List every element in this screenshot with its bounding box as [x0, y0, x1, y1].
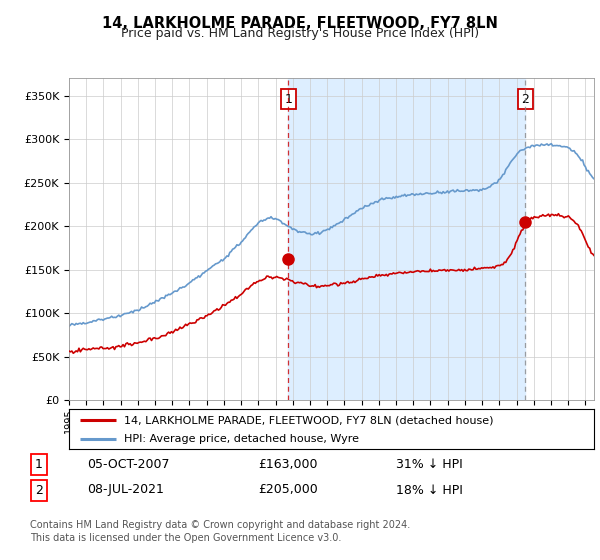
- Text: £205,000: £205,000: [258, 483, 318, 497]
- Text: 2: 2: [35, 483, 43, 497]
- Text: 08-JUL-2021: 08-JUL-2021: [87, 483, 164, 497]
- Text: Price paid vs. HM Land Registry's House Price Index (HPI): Price paid vs. HM Land Registry's House …: [121, 27, 479, 40]
- Text: 18% ↓ HPI: 18% ↓ HPI: [396, 483, 463, 497]
- Text: 1: 1: [35, 458, 43, 472]
- Text: 14, LARKHOLME PARADE, FLEETWOOD, FY7 8LN (detached house): 14, LARKHOLME PARADE, FLEETWOOD, FY7 8LN…: [124, 415, 494, 425]
- Text: 31% ↓ HPI: 31% ↓ HPI: [396, 458, 463, 472]
- Text: 05-OCT-2007: 05-OCT-2007: [87, 458, 170, 472]
- Text: 14, LARKHOLME PARADE, FLEETWOOD, FY7 8LN: 14, LARKHOLME PARADE, FLEETWOOD, FY7 8LN: [102, 16, 498, 31]
- Bar: [289, 78, 525, 400]
- Text: 2: 2: [521, 93, 529, 106]
- Text: £163,000: £163,000: [258, 458, 317, 472]
- Text: 1: 1: [284, 93, 292, 106]
- Text: HPI: Average price, detached house, Wyre: HPI: Average price, detached house, Wyre: [124, 434, 359, 444]
- Text: Contains HM Land Registry data © Crown copyright and database right 2024.: Contains HM Land Registry data © Crown c…: [30, 520, 410, 530]
- Text: This data is licensed under the Open Government Licence v3.0.: This data is licensed under the Open Gov…: [30, 533, 341, 543]
